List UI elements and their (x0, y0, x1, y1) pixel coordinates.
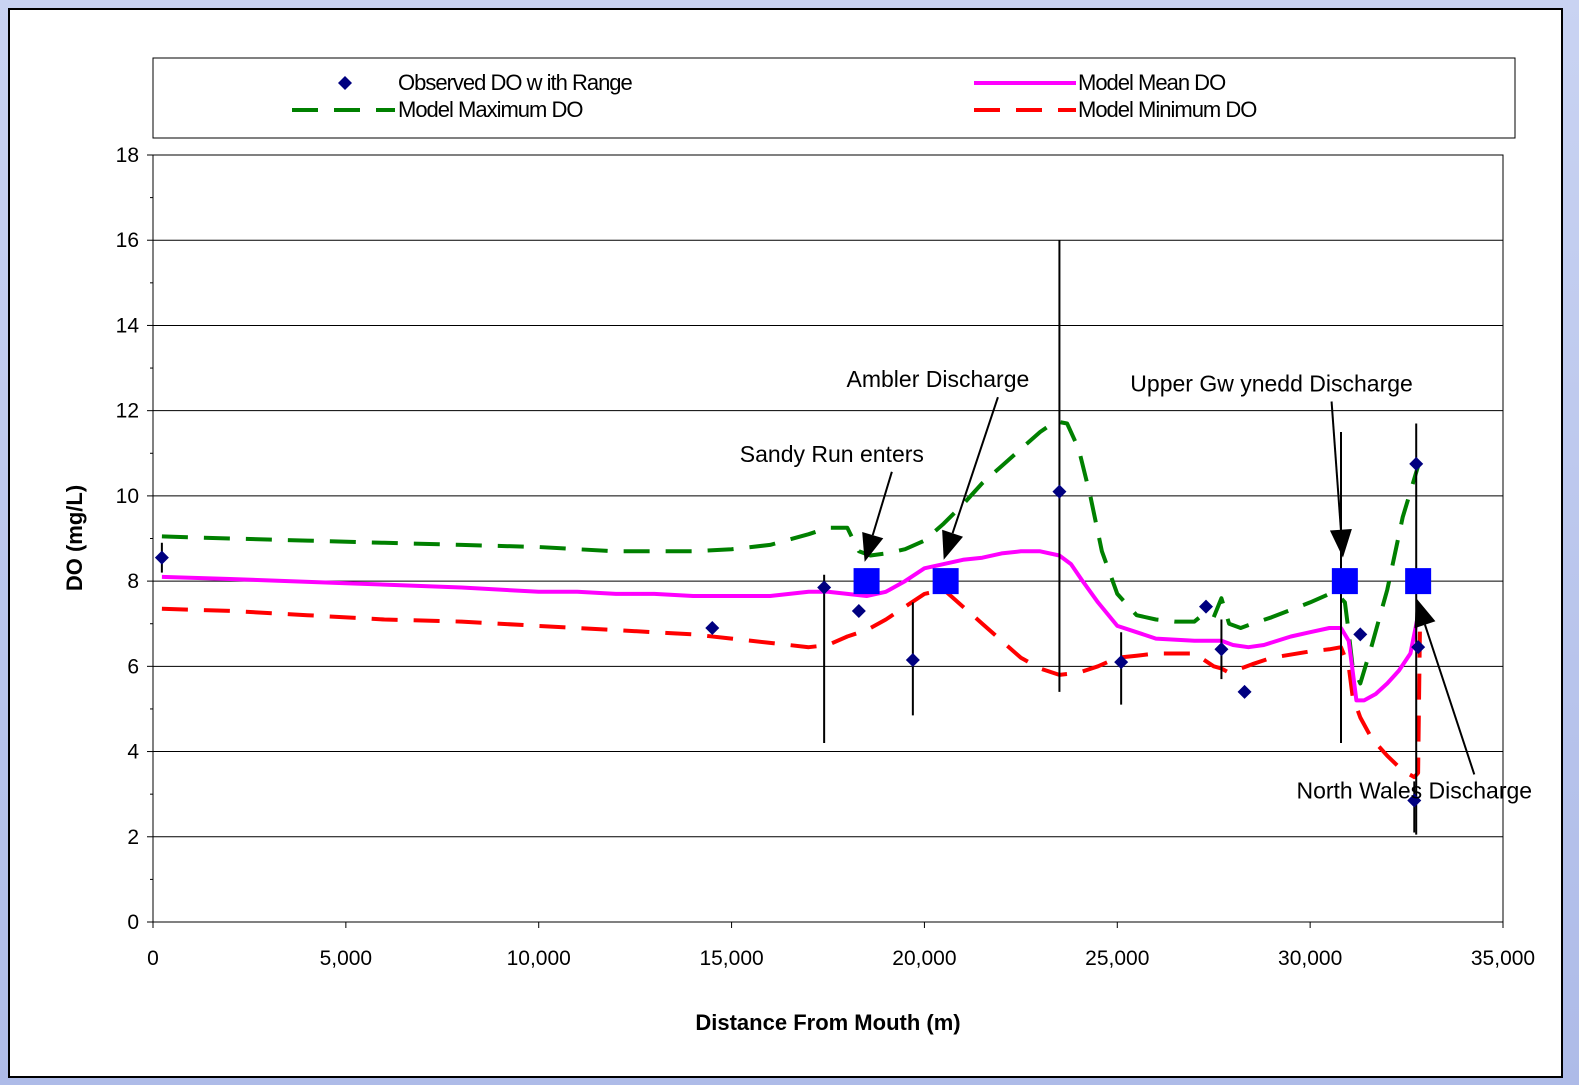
y-tick-label: 2 (127, 826, 139, 849)
legend-observed-marker (338, 76, 352, 90)
y-tick-label: 12 (116, 400, 139, 423)
annotation-label: North Wales Discharge (1296, 777, 1532, 803)
observed-points (154, 456, 1426, 808)
x-tick-label: 35,000 (1471, 947, 1535, 970)
annotation-arrow-head (862, 531, 884, 562)
discharge-marker (1405, 568, 1432, 595)
discharge-markers (853, 568, 1432, 595)
x-tick-label: 30,000 (1278, 947, 1342, 970)
x-tick-label: 0 (147, 947, 159, 970)
legend-max-label: Model Maximum DO (398, 97, 583, 122)
chart-frame: Observed DO w ith Range Model Mean DO Mo… (8, 8, 1563, 1078)
y-axis-title: DO (mg/L) (62, 485, 87, 591)
observed-point (705, 620, 720, 635)
annotation-arrow-head (1414, 598, 1436, 629)
discharge-marker (853, 568, 880, 595)
observed-point (1199, 599, 1213, 614)
x-axis-title: Distance From Mouth (m) (695, 1010, 960, 1035)
observed-point (1237, 684, 1252, 699)
y-tick-label: 0 (127, 911, 139, 934)
series-min-line (161, 587, 1423, 780)
annotation-arrow-line (871, 471, 893, 536)
y-tick-label: 8 (127, 570, 139, 593)
observed-point (1214, 642, 1229, 657)
do-profile-chart: Observed DO w ith Range Model Mean DO Mo… (62, 57, 1535, 1035)
legend-mean-label: Model Mean DO (1078, 70, 1226, 95)
y-tick-label: 14 (116, 314, 140, 337)
gridlines (153, 239, 1503, 838)
annotation-label: Ambler Discharge (847, 366, 1030, 392)
x-tick-label: 5,000 (320, 947, 373, 970)
observed-point (1411, 640, 1426, 655)
observed-point (905, 652, 920, 667)
legend-observed-label: Observed DO w ith Range (398, 70, 633, 95)
observed-point (1114, 655, 1129, 670)
series-max-line (161, 419, 1421, 686)
y-tick-label: 16 (116, 229, 139, 252)
x-tick-label: 25,000 (1085, 947, 1149, 970)
observed-point (1052, 484, 1067, 499)
observed-point (1407, 793, 1422, 808)
x-axis: 0 5,000 10,000 15,000 20,000 25,000 30,000 35,0… (147, 922, 1535, 970)
annotation-arrow-head (1329, 528, 1352, 558)
y-tick-label: 6 (127, 655, 139, 678)
annotations: Sandy Run enters Ambler Discharge Upper Gw… (740, 366, 1532, 803)
y-axis: 0 2 4 6 8 10 12 14 16 18 (116, 144, 153, 934)
annotation-arrow-line (1330, 401, 1342, 530)
discharge-marker (932, 568, 959, 595)
legend: Observed DO w ith Range Model Mean DO Mo… (292, 70, 1258, 122)
x-tick-label: 10,000 (507, 947, 571, 970)
observed-point (154, 550, 169, 565)
observed-point (817, 580, 832, 595)
observed-point (1409, 456, 1424, 471)
plot-area (152, 154, 1504, 923)
observed-point (851, 603, 866, 618)
x-tick-label: 20,000 (892, 947, 956, 970)
observed-point (1353, 627, 1368, 642)
y-tick-label: 4 (127, 741, 139, 764)
y-tick-label: 10 (116, 485, 139, 508)
legend-box (152, 57, 1516, 139)
annotation-arrow-line (1424, 624, 1476, 775)
annotation-label: Sandy Run enters (740, 441, 924, 467)
annotation-arrow-line (951, 396, 999, 534)
annotation-label: Upper Gw ynedd Discharge (1130, 370, 1413, 396)
annotation-arrow-head (942, 529, 964, 560)
y-tick-label: 18 (116, 144, 139, 167)
discharge-marker (1331, 568, 1358, 595)
x-tick-label: 15,000 (699, 947, 763, 970)
legend-min-label: Model Minimum DO (1078, 97, 1257, 122)
